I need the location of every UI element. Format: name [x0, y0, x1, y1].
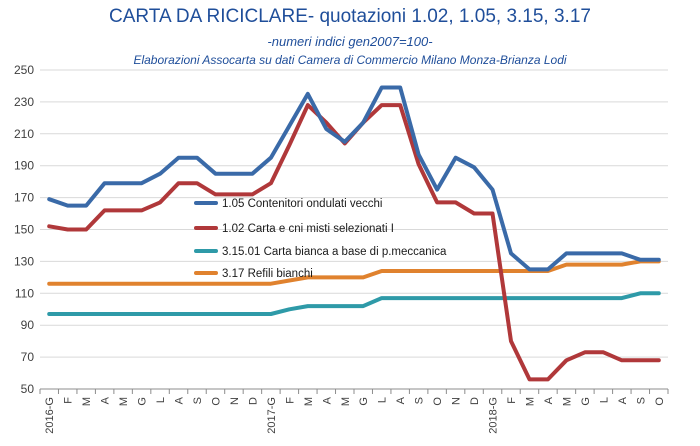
series-line-1 [47, 85, 661, 272]
legend-label: 3.15.01 Carta bianca a base di p.meccani… [222, 246, 447, 258]
x-tick-label: M [303, 397, 315, 406]
x-tick-label: G [358, 397, 370, 406]
x-tick-label: D [247, 397, 259, 405]
x-tick-label: M [81, 397, 93, 406]
series-line-3 [47, 291, 661, 316]
x-tick-label: M [118, 397, 130, 406]
chart-source: Elaborazioni Assocarta su dati Camera di… [133, 53, 567, 67]
x-tick-label: G [580, 397, 592, 406]
x-tick-label: A [321, 396, 333, 404]
y-tick-label: 110 [15, 286, 34, 300]
x-tick-label: N [229, 397, 241, 405]
y-tick-label: 230 [14, 95, 34, 109]
x-tick-label: A [395, 396, 407, 404]
x-tick-label: A [174, 396, 186, 404]
x-tick-label: F [63, 397, 75, 404]
x-tick-label: G [137, 397, 149, 406]
x-tick-label: S [192, 397, 204, 404]
x-tick-label: O [654, 397, 666, 406]
x-tick-label: M [561, 397, 573, 406]
x-tick-label: L [598, 397, 610, 403]
legend-label: 1.02 Carta e cni misti selezionati I [222, 223, 394, 235]
y-axis: 50 70 90 110 130 150 170 190 210 230 250 [14, 63, 34, 396]
x-tick-label: O [432, 397, 444, 406]
y-tick-label: 50 [21, 382, 35, 396]
y-tick-label: 130 [14, 254, 34, 268]
y-tick-label: 170 [14, 191, 34, 205]
legend: 1.05 Contenitori ondulati vecchi 1.02 Car… [194, 198, 447, 280]
x-tick-label: 2017-G [266, 397, 278, 434]
x-tick-label: S [414, 397, 426, 404]
x-tick-label: M [340, 397, 352, 406]
series-line-4 [47, 259, 661, 286]
x-tick-label: S [635, 397, 647, 404]
x-tick-label: N [451, 397, 463, 405]
x-tick-label: M [524, 397, 536, 406]
x-tick-label: D [469, 397, 481, 405]
x-tick-label: L [155, 397, 167, 403]
x-tick-label: A [617, 396, 629, 404]
x-tick-label: F [506, 397, 518, 404]
series-line-2 [47, 103, 661, 382]
x-tick-label: F [284, 397, 296, 404]
legend-label: 3.17 Refili bianchi [222, 268, 313, 280]
y-tick-label: 210 [14, 127, 34, 141]
x-tick-label: A [100, 396, 112, 404]
legend-label: 1.05 Contenitori ondulati vecchi [222, 198, 382, 210]
y-tick-label: 90 [21, 318, 35, 332]
series-lines [47, 85, 661, 382]
y-tick-label: 190 [14, 159, 34, 173]
x-axis: 2016-G F M A M G L A S O N D 2017-G F M A M G L A S O N D 2018-G… [39, 388, 669, 434]
y-tick-label: 250 [14, 63, 34, 77]
x-tick-label: L [377, 397, 389, 403]
y-tick-label: 70 [21, 350, 35, 364]
chart-subtitle: -numeri indici gen2007=100- [267, 34, 433, 49]
chart-title: CARTA DA RICICLARE- quotazioni 1.02, 1.0… [109, 6, 591, 27]
x-tick-label: O [210, 397, 222, 406]
x-tick-label: 2016-G [44, 397, 56, 434]
x-tick-label: 2018-G [488, 397, 500, 434]
x-tick-label: A [543, 396, 555, 404]
y-tick-label: 150 [14, 223, 34, 237]
